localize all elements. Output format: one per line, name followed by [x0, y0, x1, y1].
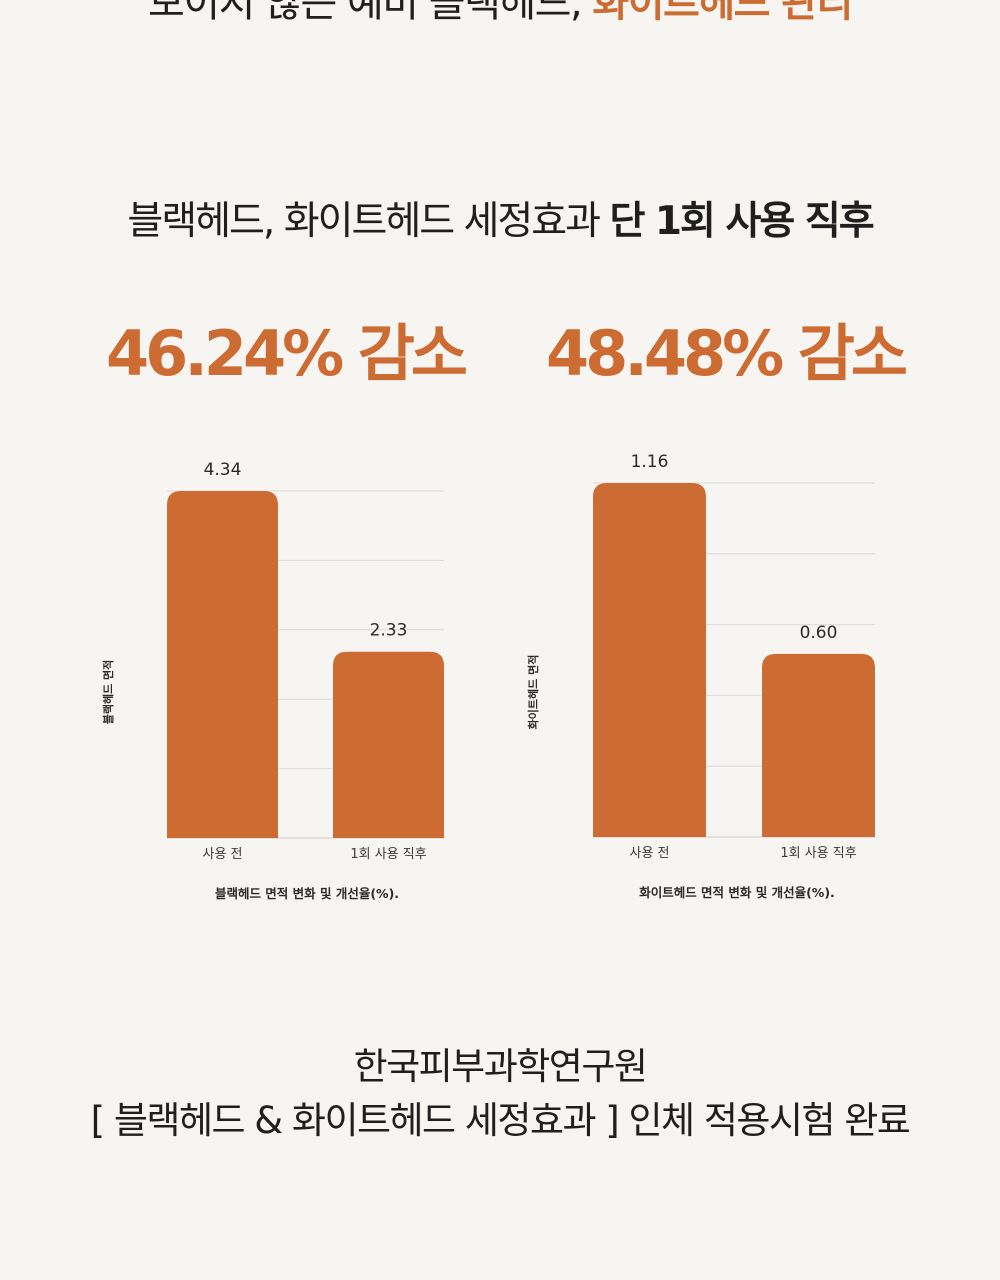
- x-tick-label: 1회 사용 직후: [350, 847, 426, 862]
- section-headline: 블랙헤드, 화이트헤드 세정효과 단 1회 사용 직후: [0, 190, 1000, 246]
- bar-1: [167, 491, 278, 838]
- bar-2: [333, 651, 444, 838]
- bar-2: [762, 653, 875, 837]
- headline-bold: 단 1회 사용 직후: [609, 199, 874, 244]
- chart-caption: 화이트헤드 면적 변화 및 개선율(%).: [639, 885, 835, 900]
- y-axis-label: 블랙헤드 면적: [101, 660, 115, 725]
- blackhead-reduction-stat: 46.24% 감소: [106, 317, 468, 390]
- bar-value-label: 0.60: [800, 623, 838, 643]
- bar-value-label: 2.33: [370, 621, 408, 641]
- x-tick-label: 1회 사용 직후: [780, 846, 856, 861]
- x-tick-label: 사용 전: [202, 847, 242, 862]
- bar-value-label: 1.16: [631, 452, 669, 472]
- x-tick-label: 사용 전: [629, 846, 669, 861]
- test-description: [ 블랙헤드 & 화이트헤드 세정효과 ] 인체 적용시험 완료: [90, 1099, 911, 1142]
- top-partial-heading: 보이지 않는 예비 블랙헤드, 화이트헤드 관리: [0, 0, 1000, 28]
- top-heading-accent: 화이트헤드 관리: [592, 0, 853, 26]
- chart-caption: 블랙헤드 면적 변화 및 개선율(%).: [215, 886, 399, 901]
- whitehead-reduction-stat: 48.48% 감소: [546, 317, 908, 390]
- test-footer: 한국피부과학연구원 [ 블랙헤드 & 화이트헤드 세정효과 ] 인체 적용시험 …: [0, 1040, 1000, 1148]
- bar-value-label: 4.34: [204, 460, 242, 480]
- headline-normal: 블랙헤드, 화이트헤드 세정효과: [127, 199, 601, 244]
- top-heading-text: 보이지 않는 예비 블랙헤드,: [148, 0, 583, 26]
- bar-1: [593, 483, 706, 837]
- institute-name: 한국피부과학연구원: [353, 1045, 648, 1088]
- y-axis-label: 화이트헤드 면적: [526, 655, 540, 730]
